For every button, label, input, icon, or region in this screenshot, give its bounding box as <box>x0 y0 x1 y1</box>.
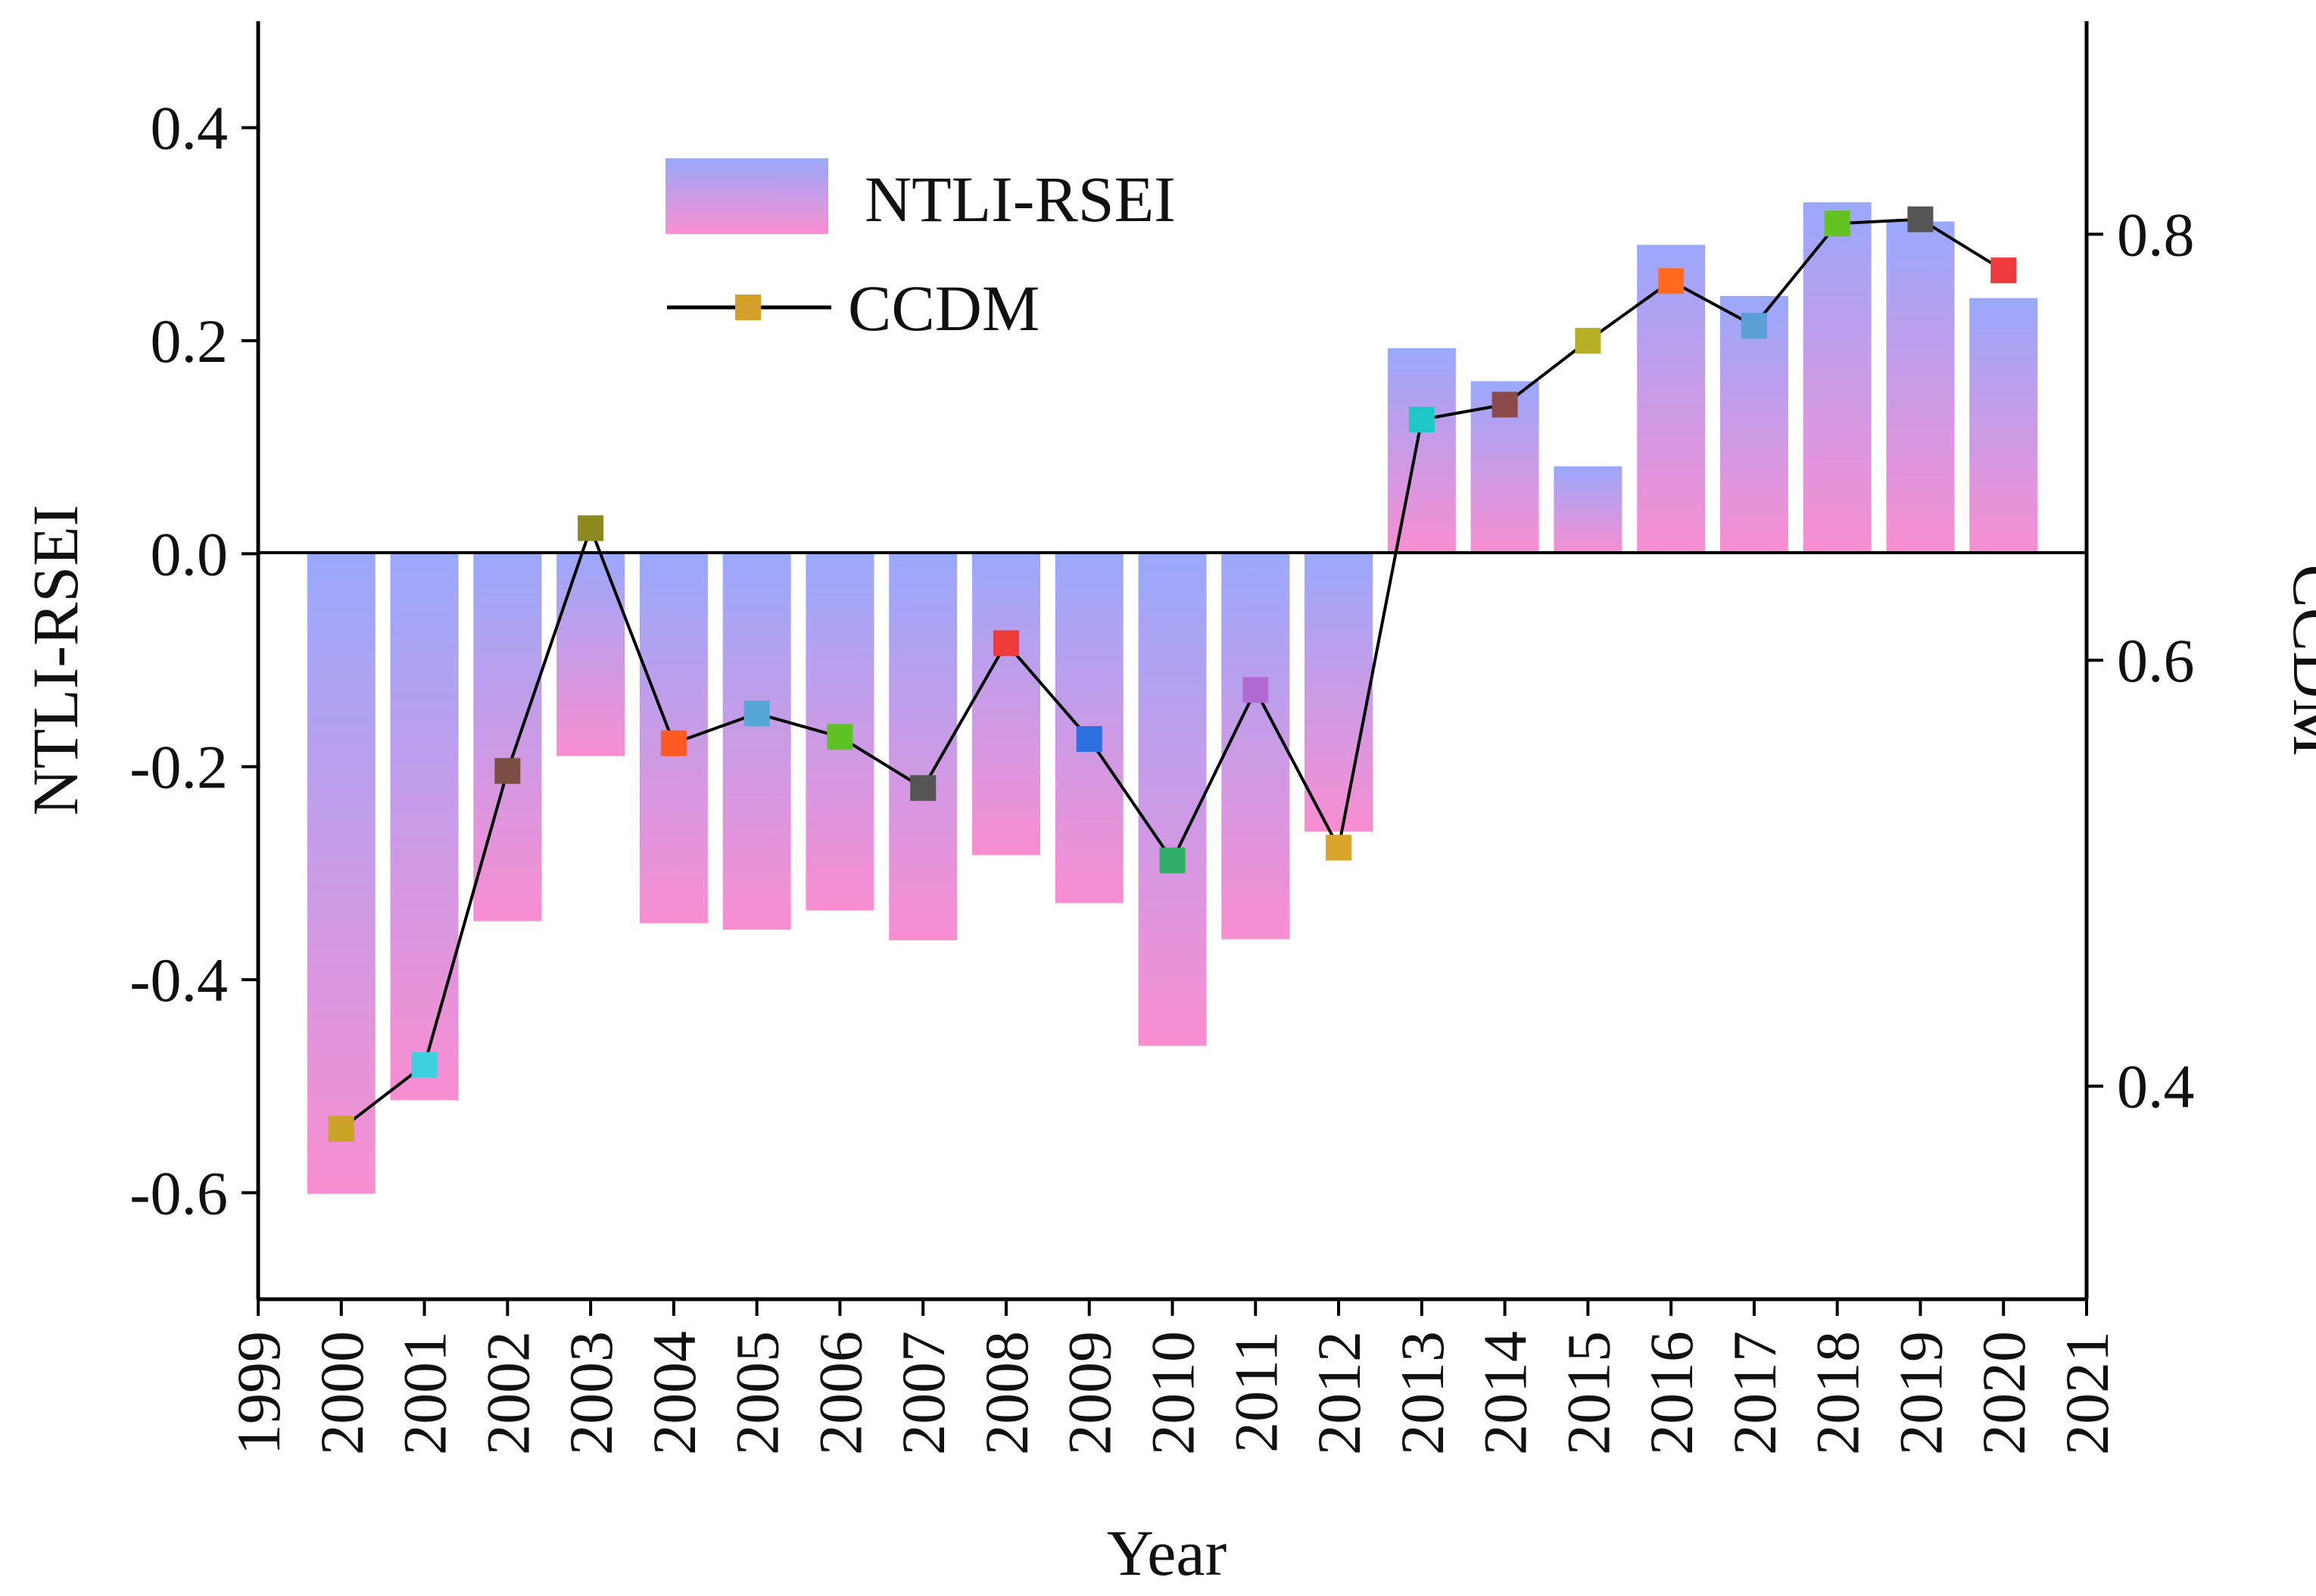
ccdm-marker-2006 <box>827 724 853 750</box>
x-tick-label: 2016 <box>1637 1331 1706 1455</box>
ccdm-marker-2011 <box>1242 677 1269 703</box>
y-tick-label: 0.2 <box>151 307 229 376</box>
x-tick-label: 2006 <box>806 1331 874 1455</box>
legend-marker-ccdm <box>735 295 761 320</box>
x-tick-label: 2005 <box>723 1331 792 1455</box>
x-tick-label: 2009 <box>1055 1331 1124 1455</box>
ccdm-marker-2017 <box>1741 313 1767 339</box>
bar-2000 <box>307 553 376 1194</box>
legend-label-ccdm: CCDM <box>848 272 1040 344</box>
x-tick-label: 2002 <box>473 1331 542 1455</box>
y-tick-label: -0.6 <box>129 1158 228 1227</box>
ccdm-marker-2014 <box>1492 391 1518 418</box>
bars-layer <box>307 202 2038 1194</box>
ccdm-marker-2009 <box>1076 726 1102 753</box>
y-axis-title: NTLI-RSEI <box>19 505 92 816</box>
bar-2005 <box>722 553 791 930</box>
bar-2012 <box>1305 553 1373 832</box>
x-tick-label: 2019 <box>1886 1331 1955 1455</box>
bar-2013 <box>1387 348 1456 554</box>
y2-axis-title: CCDM <box>2280 564 2316 756</box>
ccdm-marker-2013 <box>1408 407 1435 433</box>
ccdm-marker-2000 <box>328 1115 354 1142</box>
x-tick-label: 2021 <box>2053 1331 2121 1455</box>
bar-2001 <box>390 553 459 1100</box>
bar-2020 <box>1969 298 2038 554</box>
x-tick-label: 2018 <box>1803 1331 1872 1455</box>
ccdm-marker-2010 <box>1159 847 1186 874</box>
bar-2017 <box>1719 295 1788 554</box>
x-tick-label: 2015 <box>1554 1331 1622 1455</box>
y-tick-label: -0.4 <box>129 946 228 1015</box>
x-tick-label: 2001 <box>391 1331 460 1455</box>
x-tick-label: 2020 <box>1969 1331 2038 1455</box>
bar-2003 <box>556 553 625 756</box>
ccdm-marker-2019 <box>1907 206 1934 232</box>
ccdm-marker-2008 <box>993 630 1019 656</box>
bar-2019 <box>1886 221 1955 554</box>
x-tick-label: 2013 <box>1388 1331 1457 1455</box>
bar-2011 <box>1221 553 1290 940</box>
x-tick-label: 2008 <box>972 1331 1041 1455</box>
x-tick-label: 2000 <box>307 1331 376 1455</box>
x-axis-title: Year <box>1107 1517 1227 1589</box>
ccdm-marker-2020 <box>1990 257 2017 284</box>
bar-2008 <box>971 553 1040 856</box>
x-tick-label: 2011 <box>1221 1331 1290 1453</box>
y-tick-label: -0.2 <box>129 733 228 802</box>
y-tick-label: 0.4 <box>151 94 229 163</box>
y2-tick-label: 0.6 <box>2117 626 2195 695</box>
ccdm-marker-2016 <box>1658 268 1685 295</box>
ccdm-marker-2001 <box>411 1052 438 1078</box>
x-tick-label: 2012 <box>1305 1331 1373 1455</box>
bar-2015 <box>1554 466 1622 554</box>
legend-swatch-ntli-rsei <box>665 158 828 234</box>
x-tick-label: 2014 <box>1471 1331 1540 1455</box>
ccdm-marker-2012 <box>1326 834 1352 861</box>
y2-tick-label: 0.4 <box>2117 1052 2195 1121</box>
bar-2018 <box>1803 202 1872 554</box>
y-tick-label: 0.0 <box>151 519 229 588</box>
x-tick-label: 2004 <box>640 1331 709 1455</box>
ccdm-line-layer <box>328 206 2017 1142</box>
ccdm-marker-2002 <box>494 758 521 784</box>
x-tick-label: 2017 <box>1720 1331 1789 1455</box>
ccdm-marker-2007 <box>910 775 937 801</box>
x-tick-label: 2010 <box>1139 1331 1208 1455</box>
x-tick-label: 2007 <box>889 1331 958 1455</box>
bar-2002 <box>473 553 542 921</box>
ccdm-marker-2005 <box>743 700 770 727</box>
ccdm-marker-2018 <box>1824 210 1850 237</box>
ccdm-marker-2004 <box>660 730 687 756</box>
bar-2010 <box>1138 553 1207 1046</box>
y2-tick-label: 0.8 <box>2117 200 2195 269</box>
x-tick-label: 1999 <box>224 1331 293 1455</box>
x-tick-label: 2003 <box>556 1331 625 1455</box>
legend-label-ntli-rsei: NTLI-RSEI <box>865 163 1176 235</box>
ccdm-marker-2015 <box>1575 328 1601 354</box>
legend: NTLI-RSEI CCDM <box>665 158 1176 344</box>
ccdm-marker-2003 <box>578 515 604 541</box>
